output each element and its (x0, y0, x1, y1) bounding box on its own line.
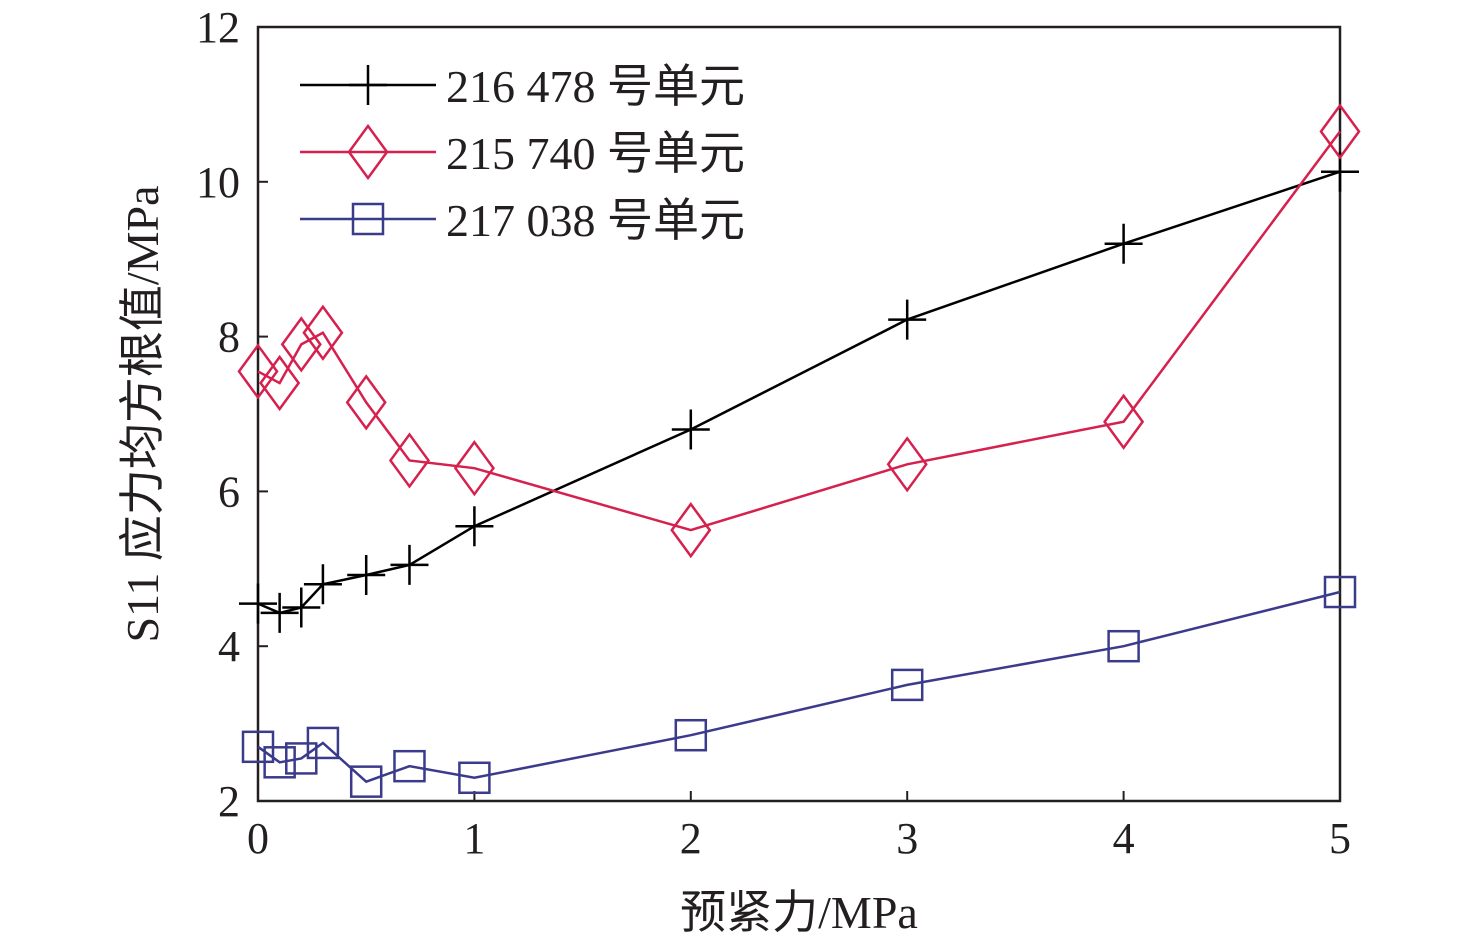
data-point-diamond-2 (280, 316, 322, 373)
x-tick-label: 5 (1329, 814, 1351, 863)
data-point-plus-7 (671, 409, 710, 450)
x-tick-label: 4 (1113, 814, 1135, 863)
data-point-square-6 (458, 761, 491, 795)
data-point-diamond-9 (1103, 393, 1145, 450)
x-axis-label: 预紧力/MPa (680, 887, 918, 938)
data-point-plus-5 (390, 544, 429, 585)
data-point-plus-0 (239, 583, 277, 624)
data-point-plus-6 (455, 506, 494, 547)
data-point-plus-legend (349, 65, 387, 105)
y-tick-label: 12 (196, 3, 240, 52)
data-point-square-9 (1107, 629, 1140, 663)
data-point-square-5 (393, 749, 426, 783)
y-tick-label: 10 (196, 158, 240, 207)
data-point-square-8 (890, 668, 924, 702)
data-point-diamond-8 (886, 436, 928, 493)
data-point-square-legend (351, 202, 385, 236)
legend-label: 215 740 号单元 (446, 128, 745, 179)
y-tick-label: 4 (218, 622, 240, 671)
data-point-plus-1 (260, 592, 299, 633)
series-line-2 (257, 130, 1342, 532)
data-point-square-4 (349, 765, 383, 798)
data-point-plus-9 (1104, 223, 1143, 264)
series-line-1 (257, 170, 1341, 615)
series-2 (237, 103, 1361, 559)
legend: 216 478 号单元 215 740 号单元 217 038 号单元 (300, 61, 745, 246)
x-tick-label: 3 (896, 814, 918, 863)
data-point-diamond-7 (670, 501, 712, 559)
data-point-diamond-5 (388, 432, 431, 489)
plot-frame (256, 25, 1342, 803)
data-point-diamond-0 (237, 343, 279, 400)
series-3 (241, 575, 1357, 798)
data-point-diamond-legend (347, 123, 389, 181)
data-point-diamond-3 (302, 304, 344, 361)
data-point-square-10 (1323, 575, 1357, 609)
series-1 (239, 151, 1359, 633)
y-axis-label: S11 应力均方根值/MPa (117, 185, 168, 642)
legend-item-2: 215 740 号单元 (300, 123, 745, 181)
data-point-square-1 (263, 746, 296, 779)
y-tick-label: 6 (218, 467, 240, 516)
y-tick-label: 2 (218, 777, 240, 826)
data-point-square-3 (306, 726, 340, 760)
data-point-plus-4 (347, 554, 386, 595)
legend-label: 217 038 号单元 (446, 195, 745, 246)
series-layer (237, 103, 1361, 798)
legend-label: 216 478 号单元 (446, 61, 745, 112)
data-point-diamond-1 (259, 354, 301, 412)
x-tick-label: 2 (680, 814, 702, 863)
legend-item-1: 216 478 号单元 (300, 61, 745, 112)
series-line-3 (257, 590, 1341, 784)
data-point-plus-3 (303, 564, 342, 605)
data-point-diamond-4 (345, 374, 387, 431)
x-tick-label: 1 (463, 814, 485, 863)
data-point-plus-2 (282, 587, 321, 628)
data-point-diamond-10 (1319, 103, 1361, 160)
y-tick-label: 8 (218, 313, 240, 362)
data-point-diamond-6 (453, 440, 495, 497)
x-tick-label: 0 (247, 814, 269, 863)
legend-item-3: 217 038 号单元 (300, 195, 745, 246)
data-point-plus-8 (888, 299, 927, 340)
data-point-square-7 (674, 718, 708, 752)
